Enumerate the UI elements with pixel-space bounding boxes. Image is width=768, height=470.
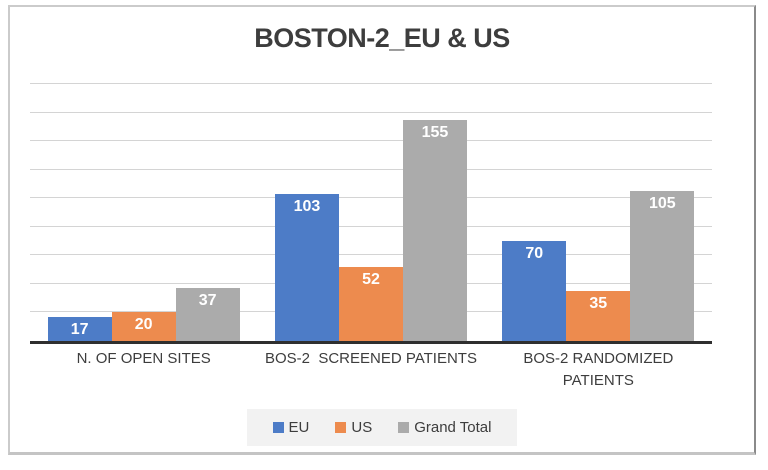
legend-item-us: US (335, 419, 372, 436)
bar-grand-total-n-of-open-sites: 37 (175, 288, 240, 341)
category-label-bos-2-randomized-patients: BOS-2 RANDOMIZED PATIENTS (523, 350, 674, 389)
bar-eu-bos-2-randomized-patients: 70 (502, 241, 567, 341)
bar-us-bos-2-randomized-patients: 35 (566, 291, 631, 341)
legend-swatch-us (335, 422, 347, 433)
bar-value-label: 35 (589, 295, 608, 313)
bar-us-bos-2-screened-patients: 52 (338, 266, 403, 341)
bar-value-label: 52 (362, 270, 380, 288)
bar-value-label: 17 (70, 320, 89, 338)
bar-groups: 17 20 37 103 52 155 70 35 105 (30, 84, 712, 341)
bar-eu-bos-2-screened-patients: 103 (274, 193, 339, 341)
grid-line-140 (30, 140, 712, 142)
bar-value-label: 20 (134, 316, 153, 334)
bar-value-label: 155 (421, 123, 449, 141)
bar-grand-total-bos-2-screened-patients: 155 (402, 119, 467, 341)
bar-group-bos-2-screened-patients: 103 52 155 (257, 84, 484, 341)
grid-line-60 (30, 254, 712, 256)
bar-value-label: 103 (293, 197, 321, 215)
grid-line-160 (30, 111, 712, 113)
grid-line-120 (30, 168, 712, 170)
legend-item-eu: EU (272, 419, 310, 436)
bar-value-label: 105 (648, 195, 676, 213)
legend-swatch-grand-total (398, 422, 410, 433)
legend-label-grand-total: Grand Total (414, 419, 492, 436)
legend-label-eu: EU (288, 419, 310, 436)
bar-us-n-of-open-sites: 20 (111, 312, 176, 341)
bar-value-label: 70 (525, 245, 544, 263)
grid-line-180 (30, 83, 712, 84)
grid-line-80 (30, 225, 712, 227)
bar-group-n-of-open-sites: 17 20 37 (30, 84, 257, 341)
category-axis-labels: N. OF OPEN SITES BOS-2 SCREENED PATIENTS B… (30, 348, 712, 392)
legend-label-us: US (351, 419, 373, 436)
category-label-bos-2-screened-patients: BOS-2 SCREENED PATIENTS (264, 350, 477, 367)
plot-area: 17 20 37 103 52 155 70 35 105 (30, 83, 712, 344)
bar-group-bos-2-randomized-patients: 70 35 105 (485, 84, 712, 341)
grid-line-100 (30, 197, 712, 199)
legend-row: EU US Grand Total (10, 409, 754, 446)
category-label-n-of-open-sites: N. OF OPEN SITES (76, 350, 211, 367)
x-axis-line (30, 341, 712, 344)
legend: EU US Grand Total (246, 409, 518, 446)
legend-item-grand-total: Grand Total (398, 419, 491, 436)
chart-frame: BOSTON-2_EU & US 17 20 37 103 52 155 70 35 105 N… (8, 5, 756, 455)
legend-swatch-eu (272, 422, 284, 433)
bar-value-label: 37 (198, 292, 217, 310)
chart-title: BOSTON-2_EU & US (254, 23, 510, 53)
bar-eu-n-of-open-sites: 17 (47, 316, 112, 341)
bar-grand-total-bos-2-randomized-patients: 105 (630, 191, 695, 341)
